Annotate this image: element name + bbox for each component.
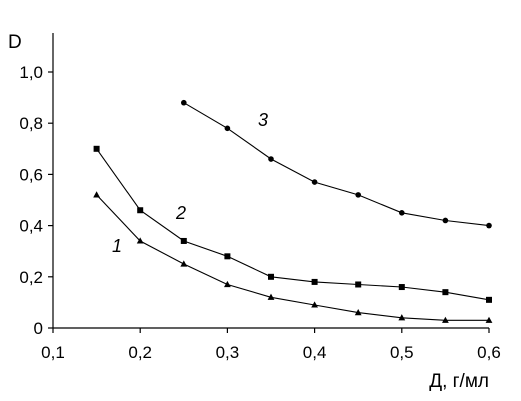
data-point: [137, 207, 144, 214]
data-point: [311, 179, 318, 185]
data-point: [354, 309, 362, 316]
data-point: [355, 281, 362, 288]
series-line: [183, 102, 490, 227]
data-point: [355, 192, 362, 198]
x-ticks: 0,1 0,2 0,3 0,4 0,5 0,6: [41, 328, 501, 362]
y-ticks: 0 0,2 0,4 0,6 0,8 1,0: [19, 63, 53, 338]
axes: [52, 33, 489, 329]
x-tick-label: 0,1: [41, 343, 65, 362]
x-tick-label: 0,4: [303, 343, 327, 362]
data-point: [485, 316, 493, 323]
series-label: 1: [112, 236, 122, 256]
y-tick-label: 1,0: [19, 63, 43, 82]
y-axis-title: D: [8, 32, 22, 53]
data-point: [442, 316, 449, 323]
y-tick-label: 0: [34, 319, 43, 338]
data-point: [399, 210, 405, 216]
series-line: [96, 148, 490, 301]
y-tick-label: 0,6: [19, 165, 43, 184]
x-tick-label: 0,6: [477, 343, 501, 362]
y-tick-label: 0,4: [19, 217, 43, 236]
data-point: [398, 284, 405, 291]
data-point: [224, 280, 231, 288]
data-point: [267, 293, 275, 300]
data-point: [486, 222, 492, 229]
series-layer: 1 2 3: [93, 99, 493, 323]
x-tick-label: 0,2: [128, 343, 152, 362]
y-tick-label: 0,8: [19, 114, 43, 133]
series-3: 3: [181, 99, 492, 229]
data-point: [268, 156, 274, 162]
data-point: [180, 237, 187, 244]
series-label: 3: [258, 110, 268, 130]
data-point: [181, 99, 187, 106]
y-tick-label: 0,2: [19, 268, 43, 287]
data-point: [136, 237, 144, 244]
data-point: [398, 314, 406, 321]
series-2: 2: [93, 145, 492, 303]
series-1: 1: [93, 191, 493, 323]
data-point: [486, 296, 492, 303]
data-point: [311, 301, 318, 308]
data-point: [224, 253, 231, 260]
series-line: [96, 194, 489, 321]
x-tick-label: 0,5: [390, 343, 414, 362]
x-axis-title: Д, г/мл: [429, 371, 489, 392]
data-point: [180, 260, 188, 267]
data-point: [224, 125, 231, 132]
x-tick-label: 0,3: [216, 343, 240, 362]
data-point: [442, 217, 449, 224]
data-point: [311, 278, 318, 285]
data-point: [93, 145, 100, 152]
data-point: [442, 289, 449, 296]
data-point: [93, 191, 100, 198]
data-point: [268, 273, 274, 280]
series-label: 2: [175, 203, 186, 223]
